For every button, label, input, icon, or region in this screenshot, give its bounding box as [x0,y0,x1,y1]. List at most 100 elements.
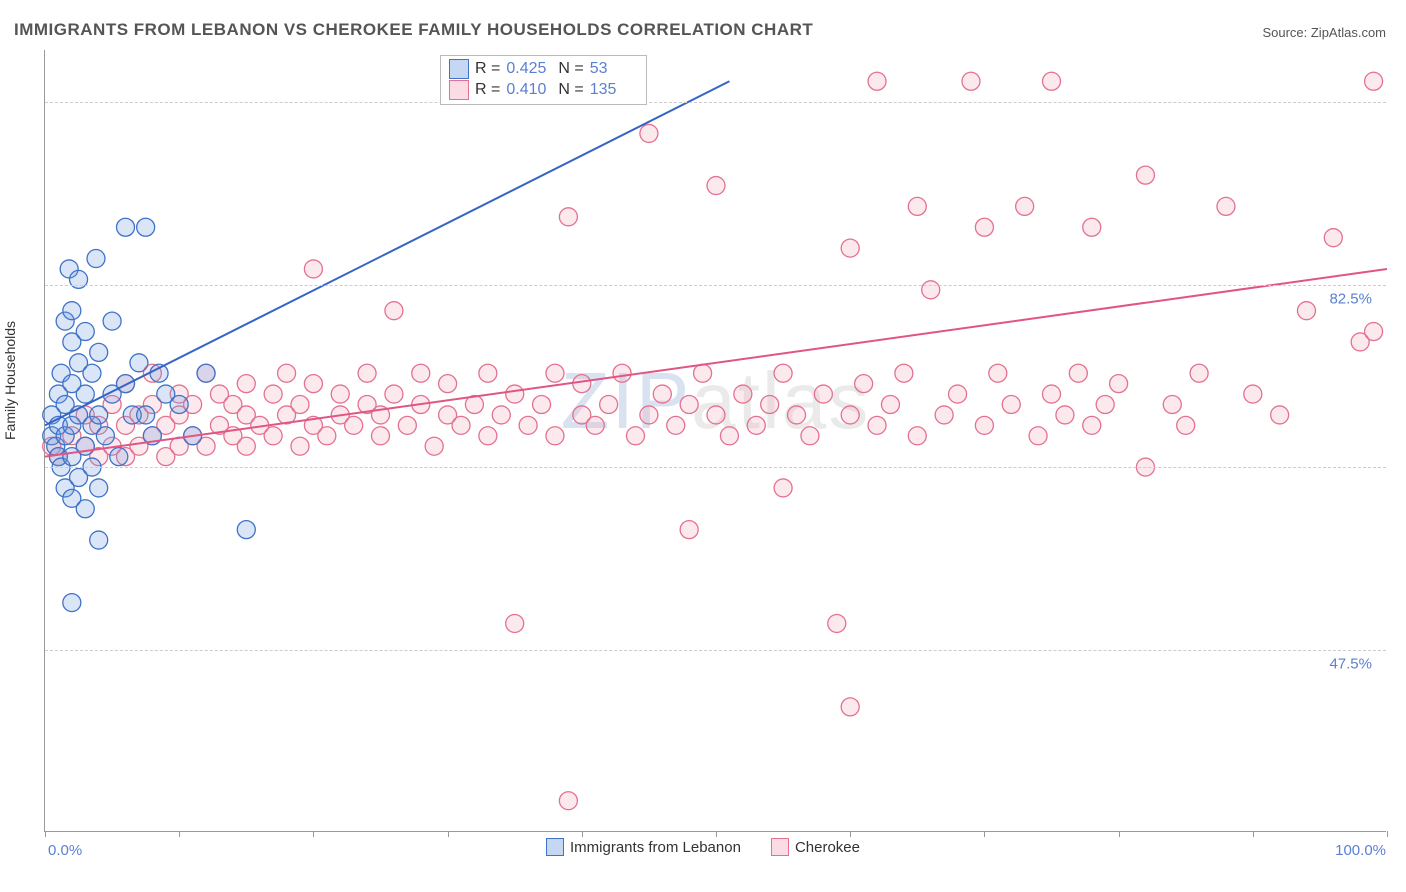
y-axis-title: Family Households [2,321,18,440]
point-cherokee [479,427,497,445]
point-cherokee [720,427,738,445]
point-cherokee [506,385,524,403]
legend-label-b: Cherokee [795,839,860,856]
point-cherokee [1043,72,1061,90]
point-lebanon [103,312,121,330]
x-tick-label-max: 100.0% [1335,842,1386,859]
point-lebanon [137,406,155,424]
legend-n-label: N = [558,80,583,101]
point-cherokee [1083,416,1101,434]
point-cherokee [291,396,309,414]
gridline [45,285,1386,286]
point-cherokee [1297,302,1315,320]
x-tick [313,831,314,837]
point-cherokee [1083,218,1101,236]
point-lebanon [63,594,81,612]
point-lebanon [117,218,135,236]
point-lebanon [90,343,108,361]
x-tick-label-min: 0.0% [48,842,82,859]
y-tick-label: 82.5% [1325,290,1376,307]
point-lebanon [197,364,215,382]
point-lebanon [83,364,101,382]
point-cherokee [855,375,873,393]
point-cherokee [398,416,416,434]
point-cherokee [1096,396,1114,414]
point-cherokee [1016,197,1034,215]
point-cherokee [1190,364,1208,382]
x-tick [1119,831,1120,837]
legend-item-b: Cherokee [771,838,860,856]
point-lebanon [237,521,255,539]
point-cherokee [1136,166,1154,184]
point-cherokee [237,437,255,455]
x-tick [716,831,717,837]
point-cherokee [586,416,604,434]
legend-label-a: Immigrants from Lebanon [570,839,741,856]
point-cherokee [278,364,296,382]
point-cherokee [694,364,712,382]
point-cherokee [949,385,967,403]
point-lebanon [90,406,108,424]
point-cherokee [707,406,725,424]
point-lebanon [70,270,88,288]
point-cherokee [1069,364,1087,382]
point-cherokee [667,416,685,434]
x-tick [582,831,583,837]
point-lebanon [110,448,128,466]
point-cherokee [1177,416,1195,434]
legend-swatch-a-bottom [546,838,564,856]
point-lebanon [117,375,135,393]
point-cherokee [1365,72,1383,90]
point-lebanon [87,250,105,268]
point-cherokee [975,218,993,236]
point-lebanon [76,385,94,403]
point-cherokee [559,792,577,810]
point-cherokee [546,364,564,382]
point-cherokee [640,406,658,424]
point-cherokee [479,364,497,382]
point-cherokee [425,437,443,455]
point-cherokee [559,208,577,226]
point-cherokee [707,177,725,195]
legend-n-label: N = [558,59,583,80]
point-cherokee [492,406,510,424]
point-cherokee [385,385,403,403]
point-cherokee [1365,323,1383,341]
point-cherokee [412,364,430,382]
x-tick [1253,831,1254,837]
legend-swatch-b-bottom [771,838,789,856]
point-cherokee [237,375,255,393]
gridline [45,650,1386,651]
point-cherokee [841,698,859,716]
point-cherokee [546,427,564,445]
point-lebanon [76,323,94,341]
point-cherokee [895,364,913,382]
point-cherokee [358,364,376,382]
point-lebanon [137,218,155,236]
point-cherokee [1002,396,1020,414]
legend-swatch-a [449,59,469,79]
x-tick [1387,831,1388,837]
x-tick [850,831,851,837]
point-cherokee [814,385,832,403]
point-cherokee [613,364,631,382]
x-tick [179,831,180,837]
x-tick [448,831,449,837]
point-cherokee [1271,406,1289,424]
legend-item-a: Immigrants from Lebanon [546,838,741,856]
point-cherokee [372,427,390,445]
legend-n-b: 135 [590,80,636,101]
source-label: Source: ZipAtlas.com [1262,25,1386,40]
point-cherokee [345,416,363,434]
point-cherokee [989,364,1007,382]
point-cherokee [573,375,591,393]
point-cherokee [640,124,658,142]
point-cherokee [975,416,993,434]
point-cherokee [533,396,551,414]
point-cherokee [774,364,792,382]
point-cherokee [881,396,899,414]
plot-area: ZIPatlas 47.5%82.5% [44,50,1386,832]
legend-swatch-b [449,80,469,100]
point-cherokee [841,239,859,257]
point-cherokee [868,416,886,434]
